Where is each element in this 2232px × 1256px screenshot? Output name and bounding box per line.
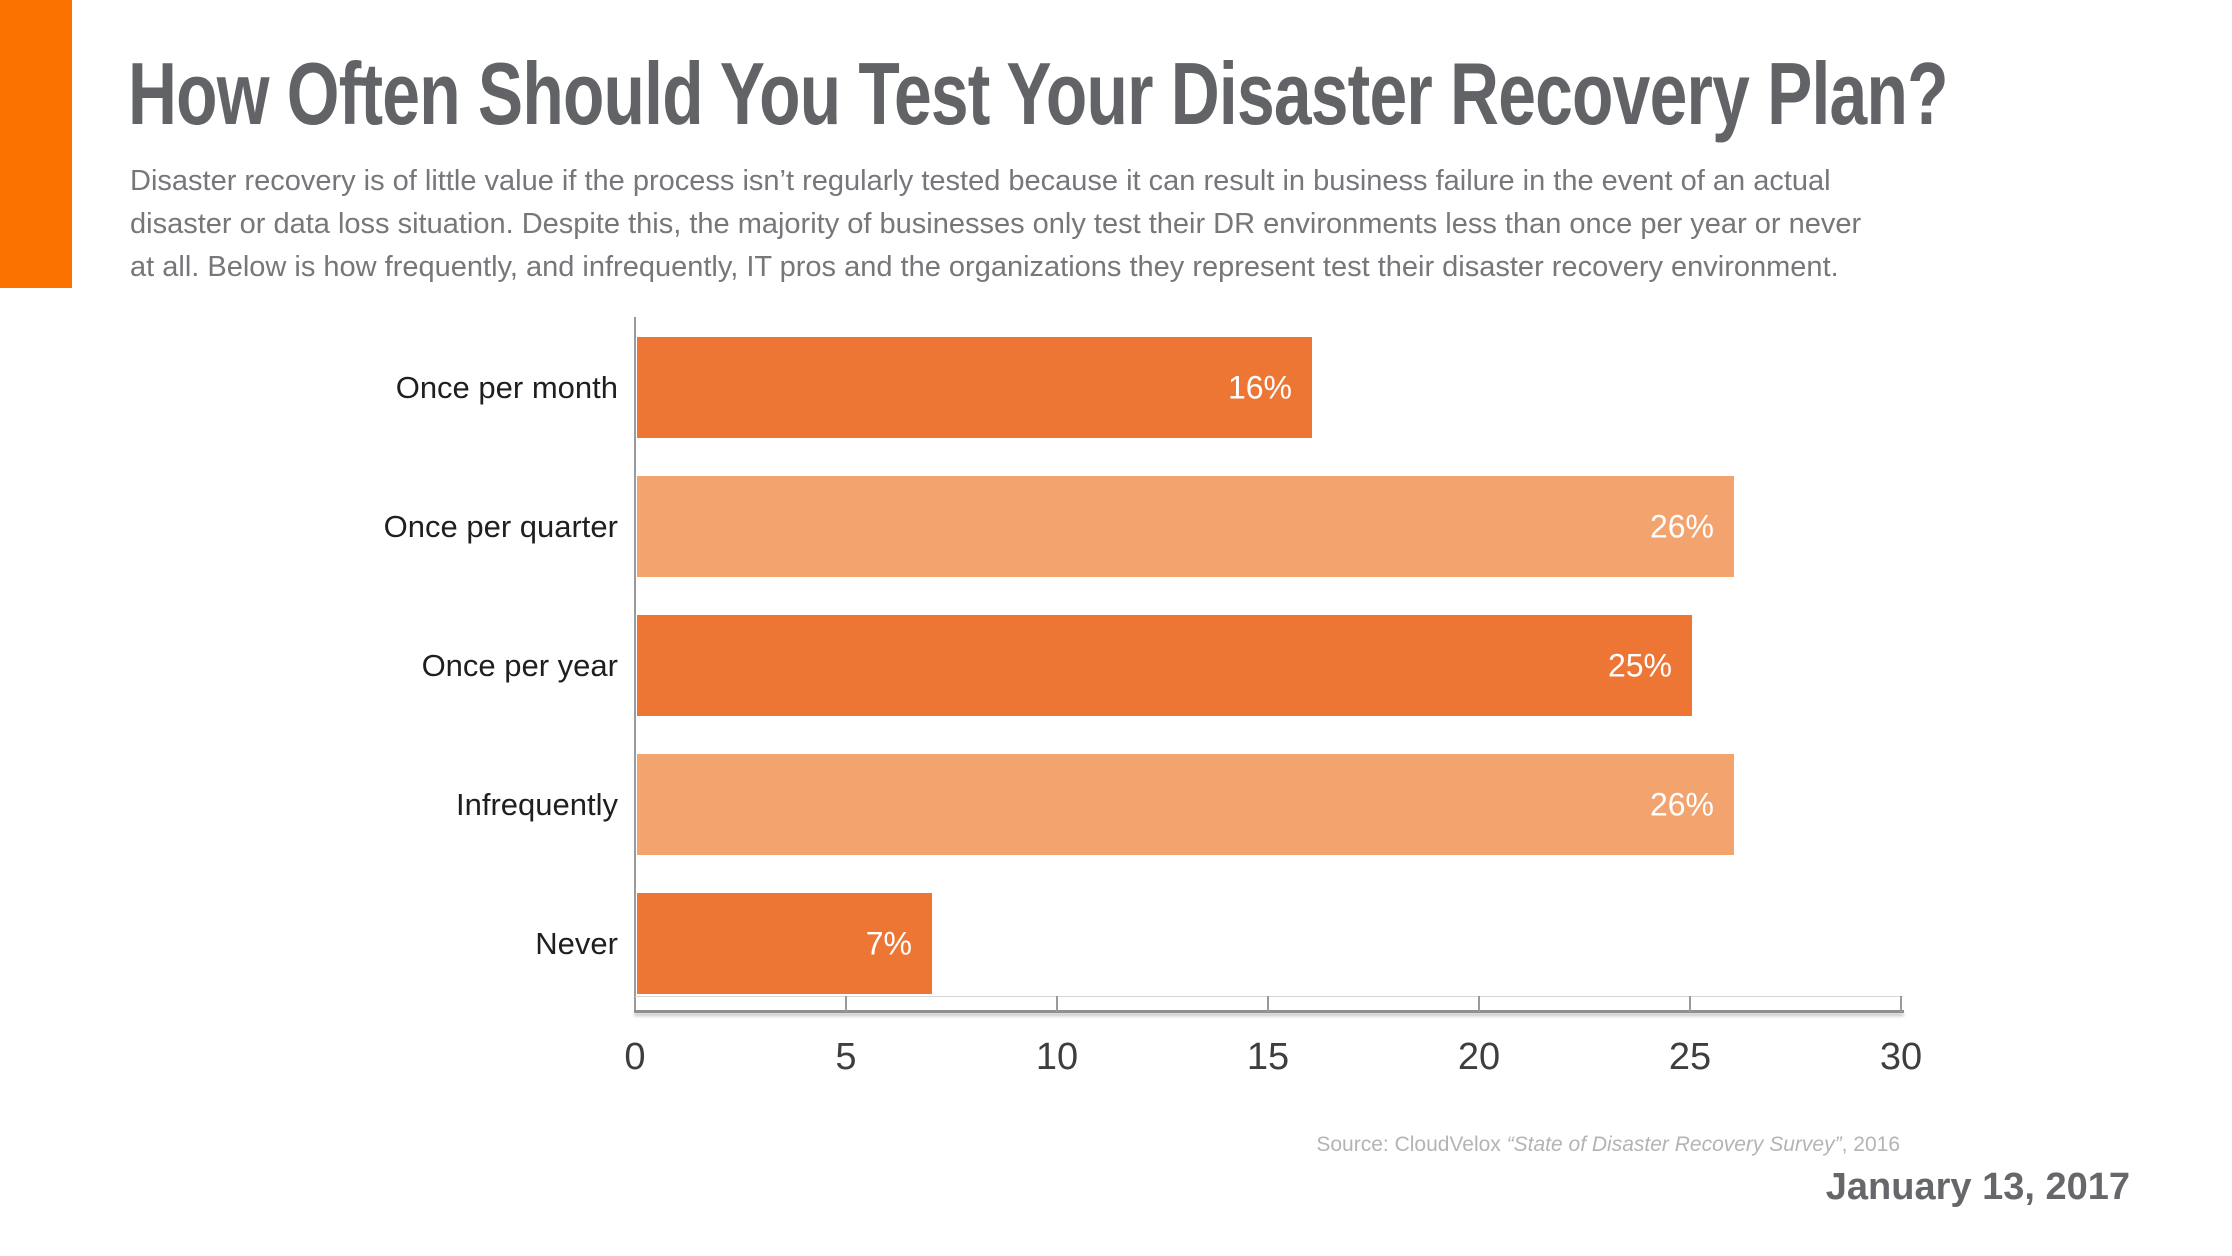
- x-axis-tick-label-30: 30: [1879, 1036, 1923, 1078]
- category-label-once-per-year: Once per year: [421, 647, 618, 683]
- x-axis-minor-line: [635, 996, 1903, 997]
- x-axis-tick-label-25: 25: [1668, 1036, 1712, 1078]
- accent-corner-block: [0, 0, 72, 288]
- bar-value-label-infrequently: 26%: [1649, 786, 1714, 822]
- bar-once-per-quarter: 26%: [637, 476, 1734, 577]
- category-label-once-per-quarter: Once per quarter: [383, 508, 618, 544]
- source-attribution: Source: CloudVelox “State of Disaster Re…: [1316, 1133, 1900, 1157]
- source-prefix: Source: CloudVelox: [1316, 1133, 1507, 1156]
- bar-once-per-year: 25%: [637, 615, 1692, 716]
- x-axis-line: [634, 1010, 1904, 1013]
- bar-value-label-never: 7%: [865, 925, 912, 961]
- bar-infrequently: 26%: [637, 754, 1734, 855]
- bar-value-label-once-per-quarter: 26%: [1649, 508, 1714, 544]
- intro-line-3: at all. Below is how frequently, and inf…: [130, 251, 1839, 283]
- bar-value-label-once-per-month: 16%: [1227, 369, 1292, 405]
- x-axis-tick-label-10: 10: [1035, 1036, 1079, 1078]
- source-survey-title: “State of Disaster Recovery Survey”: [1506, 1133, 1842, 1156]
- intro-line-1: Disaster recovery is of little value if …: [130, 165, 1831, 197]
- intro-line-2: disaster or data loss situation. Despite…: [130, 208, 1862, 240]
- category-label-infrequently: Infrequently: [456, 786, 618, 822]
- x-axis-tick-5: [845, 996, 847, 1012]
- category-label-once-per-month: Once per month: [395, 369, 618, 405]
- page-title-text: How Often Should You Test Your Disaster …: [128, 44, 1948, 143]
- y-axis-line: [634, 317, 636, 1012]
- x-axis-tick-label-0: 0: [624, 1036, 646, 1078]
- source-suffix: , 2016: [1841, 1133, 1900, 1156]
- intro-paragraph: Disaster recovery is of little value if …: [130, 160, 1861, 289]
- x-axis-tick-10: [1056, 996, 1058, 1012]
- page-title: How Often Should You Test Your Disaster …: [128, 50, 2232, 138]
- x-axis-tick-label-20: 20: [1457, 1036, 1501, 1078]
- bar-value-label-once-per-year: 25%: [1607, 647, 1672, 683]
- publish-date: January 13, 2017: [1825, 1166, 2130, 1208]
- bar-once-per-month: 16%: [637, 337, 1312, 438]
- x-axis-tick-20: [1478, 996, 1480, 1012]
- x-axis-tick-25: [1689, 996, 1691, 1012]
- bar-never: 7%: [637, 893, 932, 994]
- category-label-never: Never: [535, 925, 618, 961]
- x-axis-tick-15: [1267, 996, 1269, 1012]
- x-axis-tick-label-15: 15: [1246, 1036, 1290, 1078]
- x-axis-tick-30: [1900, 996, 1902, 1012]
- x-axis-tick-label-5: 5: [835, 1036, 857, 1078]
